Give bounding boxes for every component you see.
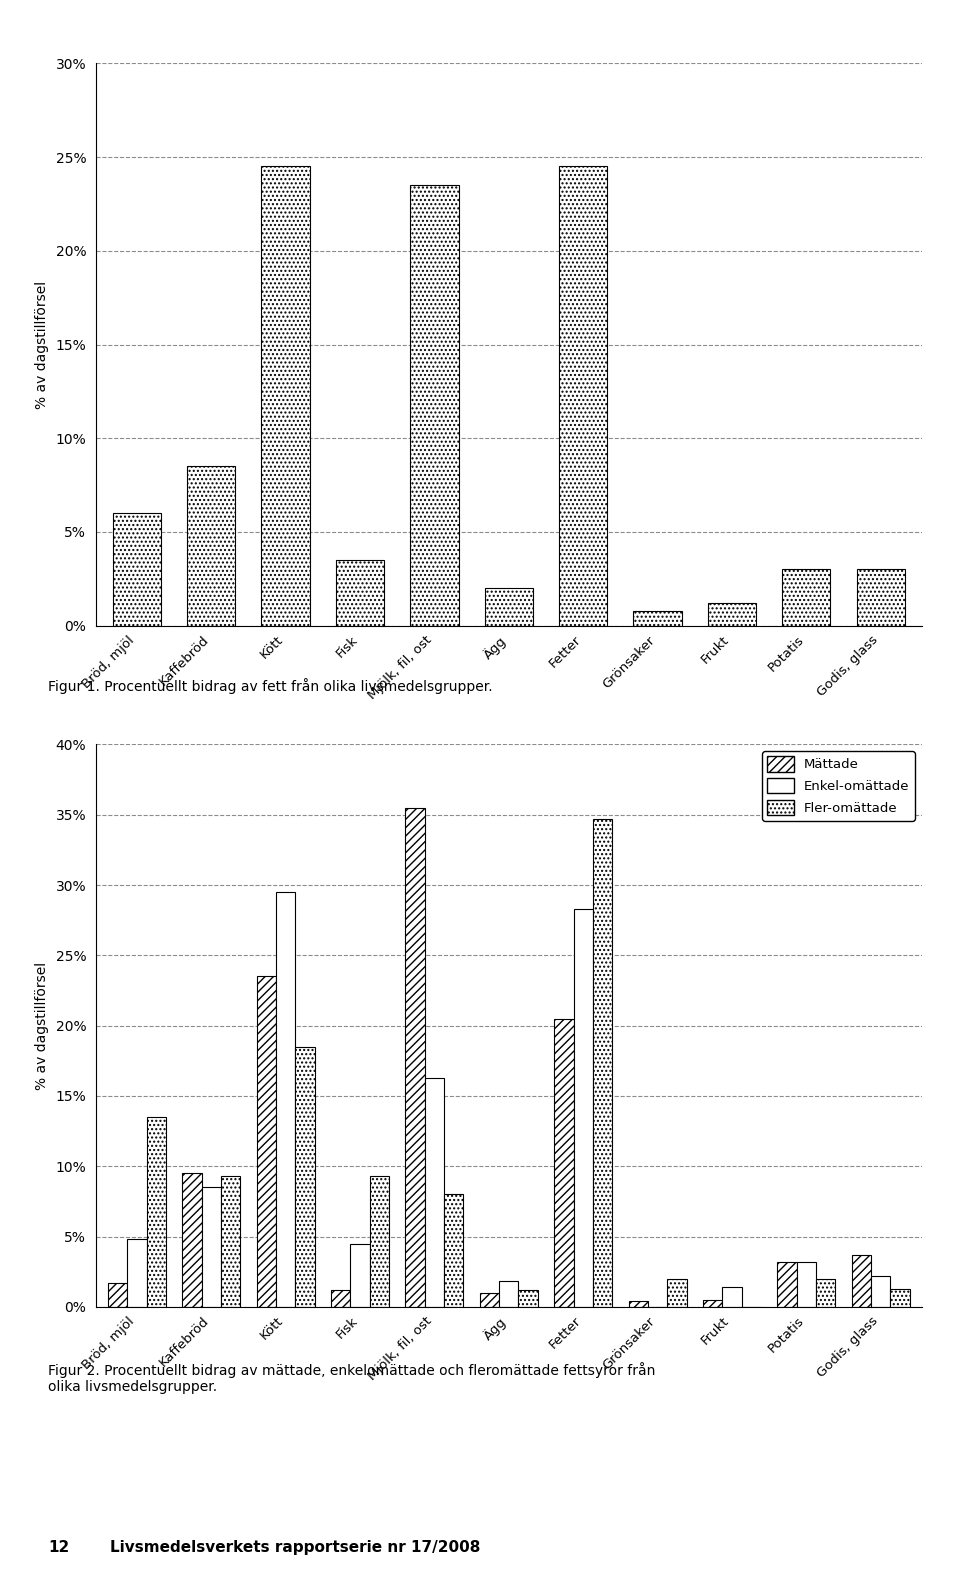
Bar: [108, 1283, 128, 1307]
Bar: [708, 604, 756, 626]
Bar: [667, 1278, 686, 1307]
Bar: [410, 185, 459, 626]
Bar: [485, 588, 533, 626]
Legend: Mättade, Enkel-omättade, Fler-omättade: Mättade, Enkel-omättade, Fler-omättade: [762, 751, 915, 821]
Bar: [296, 1047, 315, 1307]
Bar: [499, 1281, 518, 1307]
Bar: [559, 166, 608, 626]
Bar: [370, 1175, 389, 1307]
Text: 12: 12: [48, 1540, 69, 1554]
Bar: [629, 1300, 648, 1307]
Bar: [856, 570, 905, 626]
Text: Livsmedelsverkets rapportserie nr 17/2008: Livsmedelsverkets rapportserie nr 17/200…: [110, 1540, 481, 1554]
Bar: [634, 611, 682, 626]
Bar: [221, 1175, 240, 1307]
Bar: [816, 1278, 835, 1307]
Bar: [554, 1019, 573, 1307]
Bar: [722, 1288, 742, 1307]
Bar: [518, 1289, 538, 1307]
Bar: [405, 808, 424, 1307]
Bar: [782, 570, 830, 626]
Bar: [276, 892, 296, 1307]
Bar: [147, 1117, 166, 1307]
Bar: [336, 561, 384, 626]
Bar: [778, 1262, 797, 1307]
Bar: [128, 1239, 147, 1307]
Bar: [424, 1077, 444, 1307]
Text: Figur 1. Procentuellt bidrag av fett från olika livsmedelsgrupper.: Figur 1. Procentuellt bidrag av fett frå…: [48, 678, 492, 694]
Bar: [852, 1255, 871, 1307]
Y-axis label: % av dagstillförsel: % av dagstillförsel: [35, 961, 49, 1090]
Y-axis label: % av dagstillförsel: % av dagstillförsel: [35, 280, 49, 409]
Bar: [112, 513, 161, 626]
Bar: [256, 976, 276, 1307]
Bar: [593, 819, 612, 1307]
Text: Figur 2. Procentuellt bidrag av mättade, enkelomättade och fleromättade fettsyro: Figur 2. Procentuellt bidrag av mättade,…: [48, 1362, 656, 1394]
Bar: [202, 1188, 221, 1307]
Bar: [480, 1293, 499, 1307]
Bar: [703, 1300, 722, 1307]
Bar: [261, 166, 310, 626]
Bar: [187, 466, 235, 626]
Bar: [890, 1288, 910, 1307]
Bar: [350, 1243, 370, 1307]
Bar: [444, 1194, 464, 1307]
Bar: [573, 909, 593, 1307]
Bar: [331, 1289, 350, 1307]
Bar: [797, 1262, 816, 1307]
Bar: [871, 1275, 890, 1307]
Bar: [182, 1174, 202, 1307]
